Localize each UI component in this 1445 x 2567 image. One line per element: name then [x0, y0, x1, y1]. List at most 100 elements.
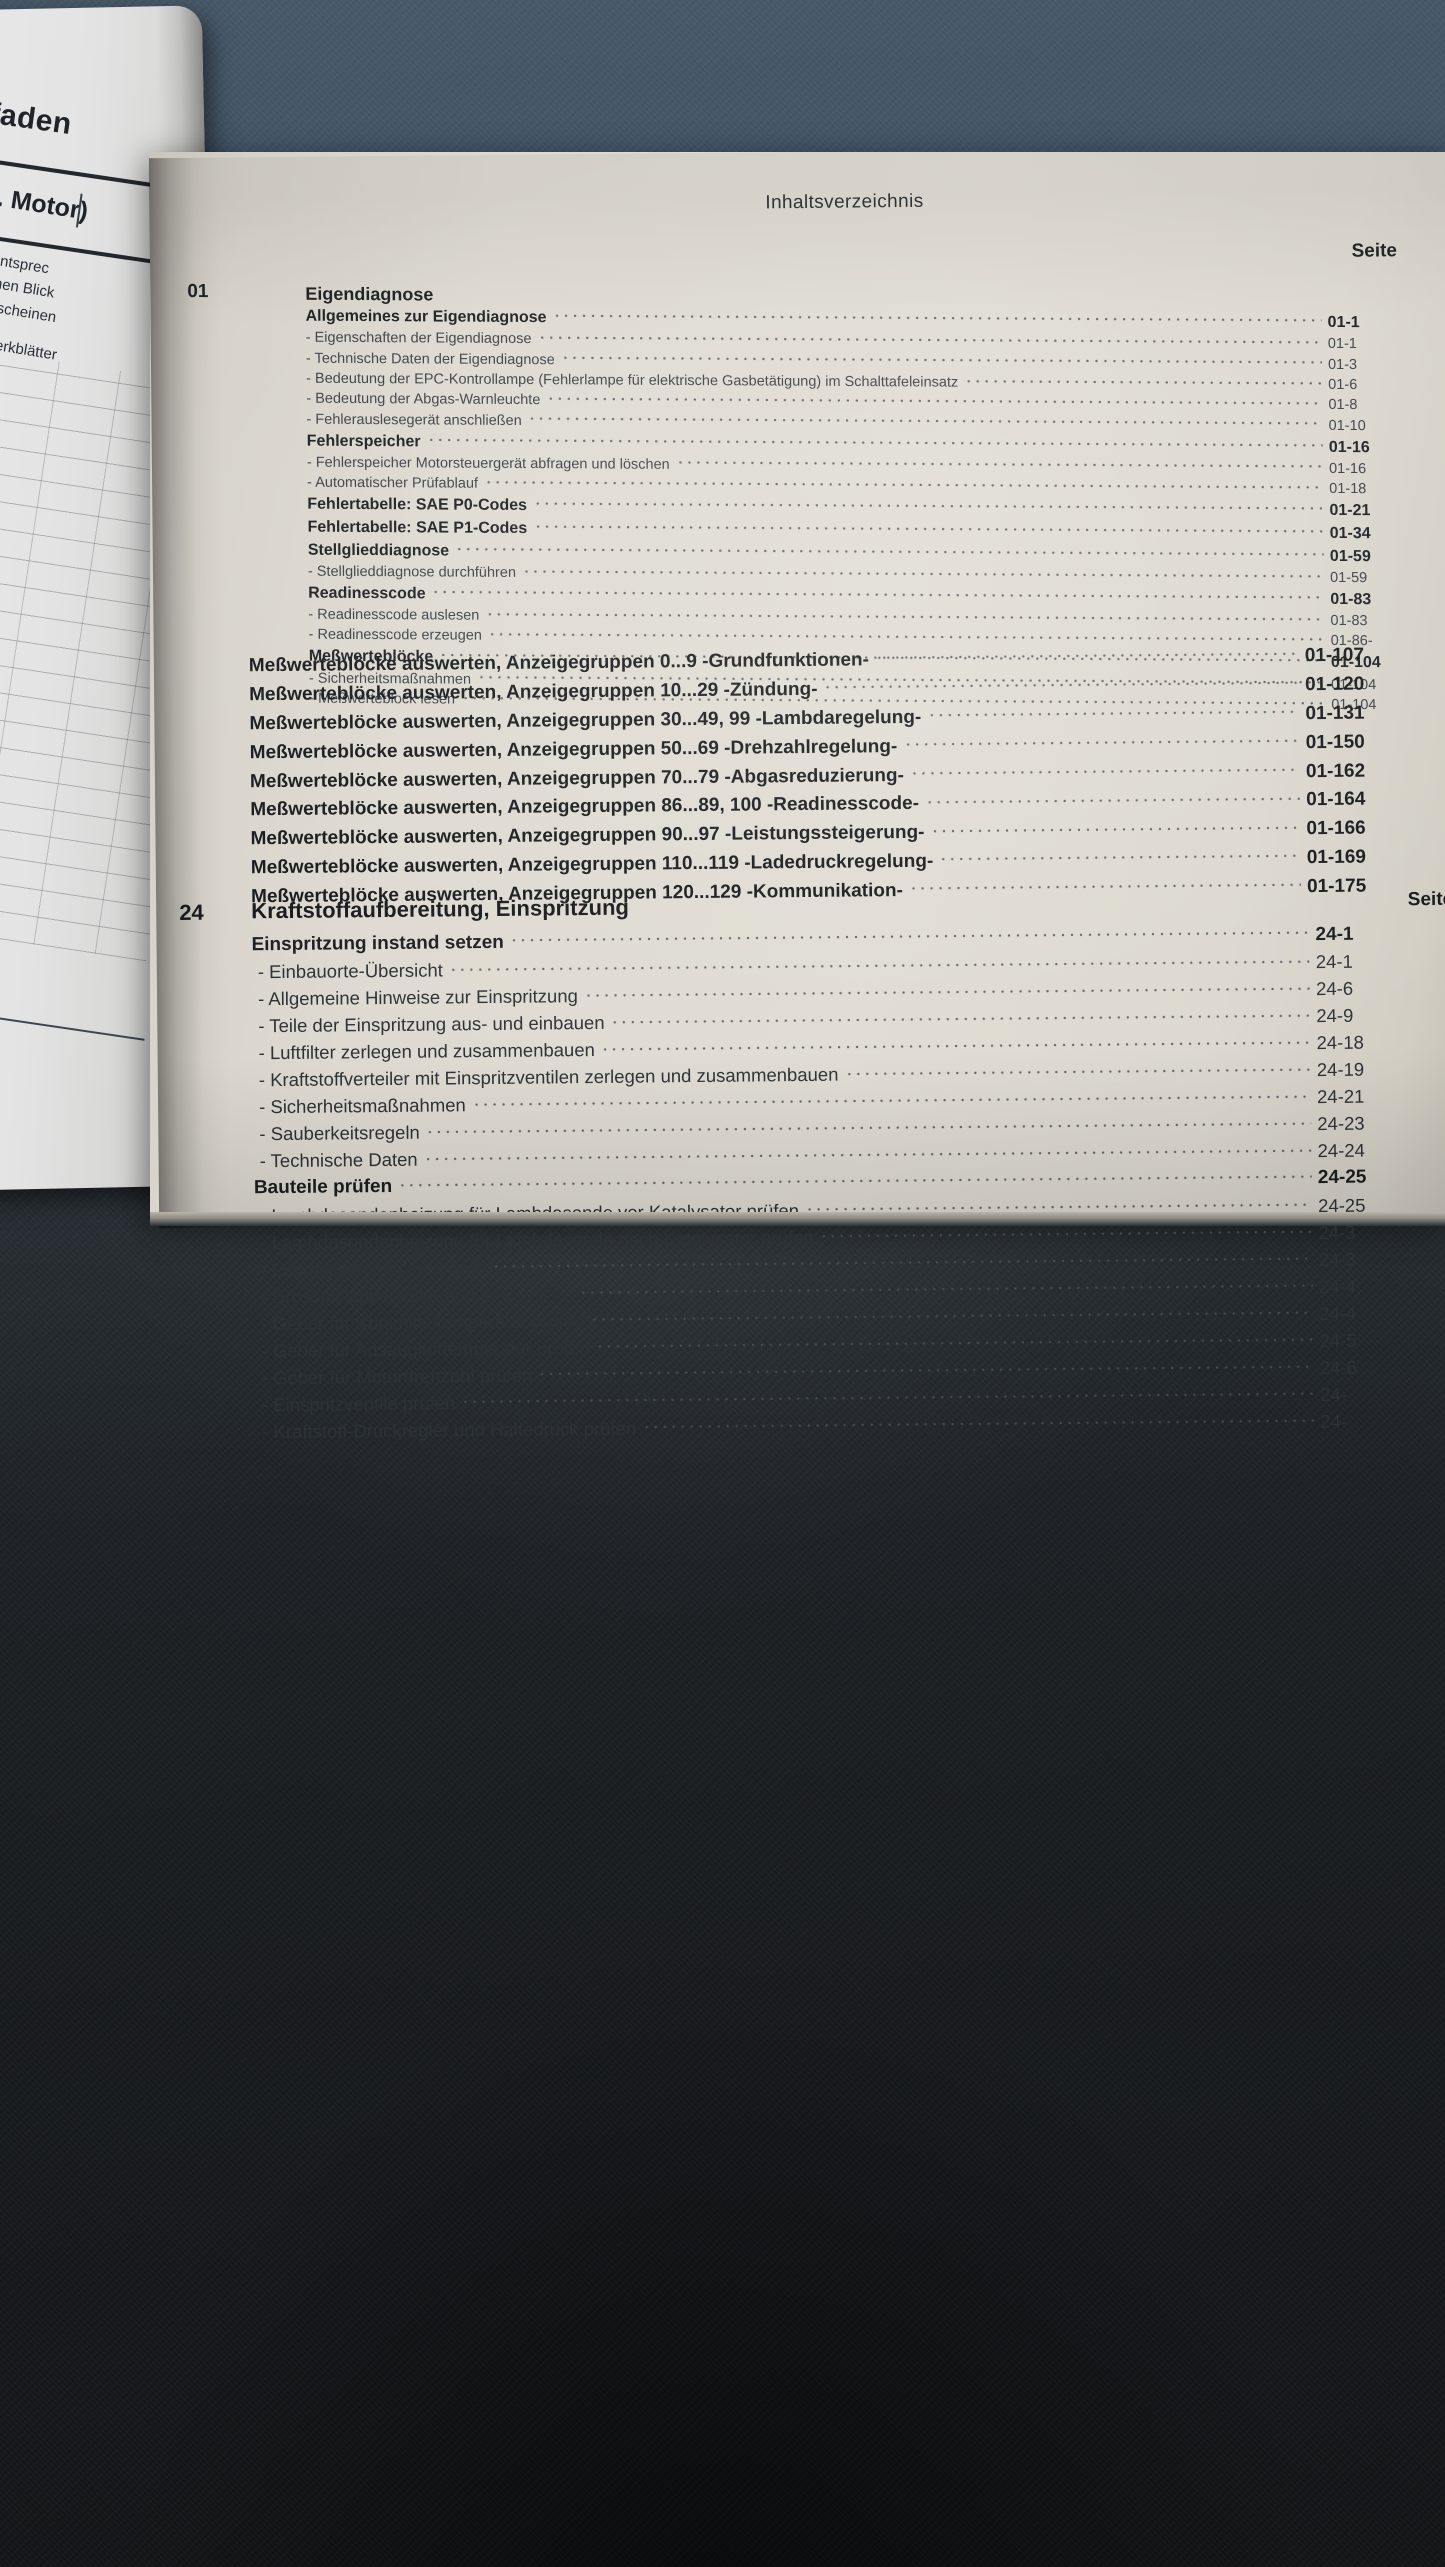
toc-leader-dots [844, 1058, 1311, 1081]
toc-leader-dots [642, 1410, 1314, 1435]
toc-leader-dots [590, 1302, 1313, 1327]
toc-entry-page: 01-59 [1330, 569, 1368, 587]
toc-entry-label: Bauteile prüfen [253, 1176, 393, 1199]
toc-leader-dots [595, 1329, 1313, 1354]
toc-leader-dots [533, 494, 1324, 515]
toc-entry-page: 24-3 [1318, 1248, 1356, 1271]
toc-entry-page: 01-1 [1327, 313, 1360, 332]
toc-entry-page: 24-23 [1317, 1112, 1365, 1135]
toc-entry-label: - Kraftstoffverteiler mit Einspritzventi… [258, 1063, 839, 1091]
toc-leader-dots [510, 921, 1310, 948]
toc-entry-label: Fehlerspeicher [306, 432, 421, 450]
toc-entry-page: 01-83 [1330, 612, 1368, 630]
toc-entry-page: 01-6 [1328, 376, 1358, 394]
page-gutter-shadow [149, 157, 230, 1229]
toc-entry-page: 01-10 [1328, 417, 1366, 434]
toc-entry-label: Stellglieddiagnose [307, 541, 450, 560]
toc-leader-dots [930, 815, 1300, 838]
toc-entry-label: - Automatischer Prüfablauf [307, 474, 479, 492]
toc-entry-label: - Allgemeine Hinweise zur Einspritzung [257, 985, 578, 1010]
toc-entry-label: - Fehlerauslesegerät anschließen [306, 411, 522, 429]
right-page: Inhaltsverzeichnis Seite 01 Eigendiagnos… [149, 145, 1445, 1442]
toc-entry-page: 01-120 [1305, 673, 1365, 696]
toc-entry-page: 01-169 [1306, 846, 1367, 869]
toc-entry-label: Fehlertabelle: SAE P1-Codes [307, 518, 528, 537]
toc-entry-page: 01-164 [1306, 788, 1366, 811]
page-title: Inhaltsverzeichnis [765, 190, 924, 214]
page-bottom-edge [150, 1212, 1445, 1226]
toc-entry-label: - Geber für Kühlmitteltemperatur prüfen [261, 1310, 585, 1335]
toc-leader-dots [584, 977, 1310, 1002]
toc-entry-page: 24-24 [1317, 1139, 1366, 1162]
toc-leader-dots [903, 729, 1300, 752]
toc-entry-label: - Drosselklappen-Steuereinheit prüfen [260, 1283, 573, 1308]
toc-entry-label: - Readinesscode auslesen [308, 606, 480, 624]
section-number-24: 24 [179, 899, 204, 925]
toc-leader-dots [939, 844, 1301, 866]
toc-entry-page: 24-25 [1317, 1166, 1367, 1189]
toc-leader-dots [538, 1356, 1314, 1382]
toc-entry-label: - Eigenschaften der Eigendiagnose [305, 329, 532, 348]
toc-entry-page: 24-5 [1319, 1329, 1357, 1352]
page-column-header: Seite [1351, 240, 1398, 262]
left-page-title: eitfaden [0, 91, 74, 142]
toc-leader-dots [964, 372, 1322, 389]
toc-entry-page: 01-18 [1329, 481, 1367, 498]
toc-entry-page: 01-34 [1329, 524, 1371, 542]
toc-leader-dots [823, 671, 1299, 695]
toc-entry-label: - Fehlerspeicher Motorsteuergerät abfrag… [306, 454, 670, 473]
toc-leader-dots [875, 642, 1299, 665]
toc-entry-label: - Technische Daten der Eigendiagnose [305, 350, 555, 368]
toc-entry-page: 24- [1319, 1383, 1347, 1406]
toc-entry-page: 24-1 [1315, 950, 1353, 973]
section-24: 24 Kraftstoffaufbereitung, Einspritzung … [179, 886, 1445, 1446]
toc-leader-dots [601, 1031, 1311, 1056]
toc-entry-label: - Luftfilter zerlegen und zusammenbauen [258, 1039, 595, 1064]
toc-entry-label: - Stellglieddiagnose durchführen [307, 563, 517, 581]
toc-entry-page: 24-18 [1316, 1031, 1364, 1054]
toc-entry-label: - Geber für Ansauglufttemperatur prüfen [261, 1337, 590, 1362]
toc-content: Inhaltsverzeichnis Seite 01 Eigendiagnos… [179, 186, 1445, 1442]
toc-leader-dots [676, 454, 1323, 472]
toc-entry-label: - Readinesscode erzeugen [308, 627, 482, 645]
toc-entry-label: Fehlertabelle: SAE P0-Codes [307, 495, 528, 515]
toc-leader-dots [533, 517, 1324, 538]
toc-entry-page: 01-83 [1330, 590, 1372, 608]
section-number-01: 01 [187, 280, 209, 303]
toc-entry-label: - Teile der Einspritzung aus- und einbau… [258, 1012, 605, 1037]
toc-entry-label: - Lambdasondenheizung für Lambdasonde na… [260, 1226, 814, 1254]
toc-entry-label: Allgemeines zur Eigendiagnose [305, 307, 547, 327]
toc-entry-page: 01-166 [1306, 817, 1366, 840]
toc-entry-label: - Kraftstoff-Druckregler und Haltedruck … [262, 1417, 637, 1443]
toc-leader-dots [927, 700, 1299, 723]
toc-entry-page: 01-21 [1329, 501, 1371, 520]
toc-entry-label: - Bedeutung der Abgas-Warnleuchte [306, 391, 541, 409]
section-24-entries: Einspritzung instand setzen 24-1 - Einbauo… [251, 920, 1416, 1446]
section-24-page-column-header: Seite [1407, 888, 1445, 911]
toc-entry-label: - Bedeutung der EPC-Kontrollampe (Fehler… [306, 370, 959, 391]
toc-entry-page: 24-4 [1319, 1302, 1357, 1325]
toc-entry-page: 24-19 [1316, 1058, 1365, 1081]
toc-entry-label: - Technische Daten [259, 1148, 418, 1172]
toc-leader-dots [610, 1004, 1310, 1029]
toc-leader-dots [552, 306, 1321, 327]
toc-entry-label: Einspritzung instand setzen [251, 931, 504, 955]
toc-entry-page: 01-16 [1328, 438, 1370, 456]
toc-entry-page: 24-4 [1318, 1275, 1357, 1298]
toc-leader-dots [925, 787, 1300, 810]
toc-entry-label: - Sicherheitsmaßnahmen [259, 1094, 466, 1118]
toc-entry-label: - Geber für Motordrehzahl prüfen [261, 1364, 533, 1389]
toc-entry-page: 01-16 [1328, 460, 1367, 477]
toc-entry-page: 24-21 [1316, 1085, 1365, 1108]
toc-entry-page: 24-6 [1319, 1356, 1357, 1379]
toc-entry-label: - Sauberkeitsregeln [259, 1121, 420, 1145]
toc-entry-page: 24-6 [1315, 977, 1354, 1000]
toc-leader-dots [910, 758, 1300, 781]
toc-entry-label: - Einbauorte-Übersicht [257, 959, 444, 983]
toc-entry-label: - Luftmassenmesser prüfen [260, 1257, 486, 1281]
toc-entry-page: 01-131 [1305, 702, 1365, 724]
toc-entry-page: 01-150 [1305, 731, 1365, 753]
toc-entry-page: 24-1 [1315, 923, 1354, 945]
toc-entry-page: 01-59 [1329, 547, 1371, 565]
toc-entry-label: Readinesscode [308, 584, 426, 603]
